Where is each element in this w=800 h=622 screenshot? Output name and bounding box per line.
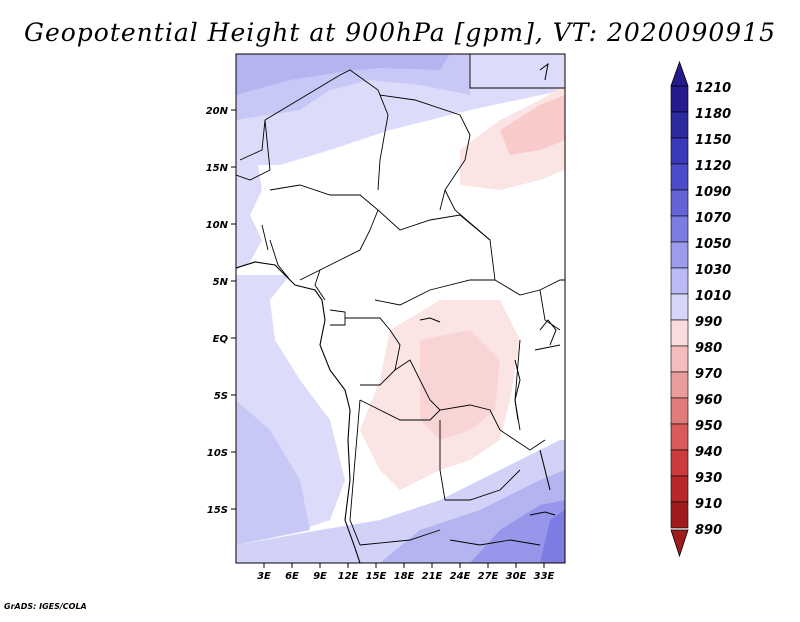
colorbar-bottom-arrow xyxy=(670,529,689,558)
lon-tick-label: 21E xyxy=(422,571,443,582)
colorbar-segment xyxy=(670,163,689,191)
colorbar-segment xyxy=(670,397,689,425)
colorbar-segment xyxy=(670,475,689,503)
coastline xyxy=(236,261,361,563)
lon-tick-label: 18E xyxy=(394,571,415,582)
colorbar: 1210 1180 1150 1120 1090 1070 1050 1030 … xyxy=(670,60,731,558)
colorbar-label: 1210 xyxy=(695,81,731,96)
colorbar-segment xyxy=(670,449,689,477)
lon-tick-label: 15E xyxy=(366,571,387,582)
colorbar-segment xyxy=(670,241,689,269)
lat-tick-label: 15N xyxy=(206,163,229,174)
colorbar-segment xyxy=(670,215,689,243)
colorbar-segment xyxy=(670,137,689,165)
colorbar-label: 960 xyxy=(695,393,722,408)
colorbar-segment xyxy=(670,85,689,113)
colorbar-segment xyxy=(670,293,689,321)
lon-tick-label: 6E xyxy=(285,571,299,582)
colorbar-label: 1090 xyxy=(695,185,731,200)
chart-title: Geopotential Height at 900hPa [gpm], VT:… xyxy=(23,18,777,47)
colorbar-label: 1010 xyxy=(695,289,731,304)
grads-credit: GrADS: IGES/COLA xyxy=(4,602,87,611)
lat-axis: 20N 15N 10N 5N EQ 5S 10S 15S xyxy=(206,106,236,516)
colorbar-label: 1050 xyxy=(695,237,731,252)
colorbar-top-arrow xyxy=(670,60,689,87)
lakes xyxy=(419,62,557,516)
lon-tick-label: 3E xyxy=(257,571,271,582)
colorbar-label: 990 xyxy=(695,315,722,330)
colorbar-segment xyxy=(670,267,689,295)
lat-tick-label: 10N xyxy=(206,220,229,231)
colorbar-label: 970 xyxy=(695,367,722,382)
colorbar-segment xyxy=(670,345,689,373)
colorbar-label: 1180 xyxy=(695,107,731,122)
lon-tick-label: 33E xyxy=(534,571,555,582)
lat-tick-label: 10S xyxy=(207,448,228,459)
lat-tick-label: 20N xyxy=(206,106,229,117)
lat-tick-label: 5N xyxy=(213,277,229,288)
colorbar-label: 910 xyxy=(695,497,722,512)
colorbar-label: 1150 xyxy=(695,133,731,148)
shaded-field xyxy=(236,54,565,563)
lon-tick-label: 9E xyxy=(313,571,327,582)
colorbar-segment xyxy=(670,319,689,347)
colorbar-label: 930 xyxy=(695,471,722,486)
colorbar-label: 1070 xyxy=(695,211,731,226)
lat-tick-label: EQ xyxy=(213,334,229,345)
colorbar-label: 950 xyxy=(695,419,722,434)
lon-axis: 3E 6E 9E 12E 15E 18E 21E 24E 27E 30E 33E xyxy=(257,563,555,582)
lon-tick-label: 24E xyxy=(450,571,471,582)
lat-tick-label: 15S xyxy=(207,505,228,516)
colorbar-segment xyxy=(670,111,689,139)
colorbar-label: 1120 xyxy=(695,159,731,174)
colorbar-segment xyxy=(670,501,689,529)
lon-tick-label: 27E xyxy=(478,571,499,582)
colorbar-label: 980 xyxy=(695,341,722,356)
plot-frame xyxy=(235,53,566,564)
lat-tick-label: 5S xyxy=(214,391,228,402)
colorbar-segment xyxy=(670,189,689,217)
colorbar-label: 1030 xyxy=(695,263,731,278)
lon-tick-label: 30E xyxy=(506,571,527,582)
colorbar-segment xyxy=(670,423,689,451)
colorbar-label: 940 xyxy=(695,445,722,460)
lon-tick-label: 12E xyxy=(338,571,359,582)
colorbar-label: 890 xyxy=(695,523,722,538)
country-borders xyxy=(236,54,565,546)
colorbar-segment xyxy=(670,371,689,399)
